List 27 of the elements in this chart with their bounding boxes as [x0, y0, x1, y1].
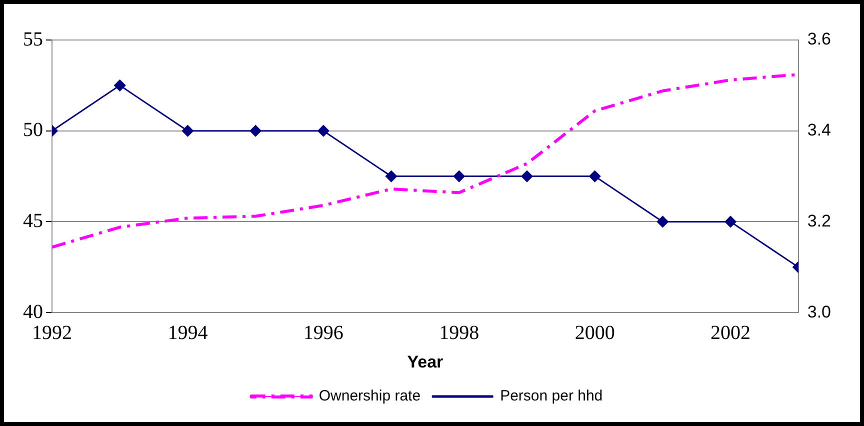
x-tick-label: 1994 — [168, 322, 208, 344]
point — [318, 125, 330, 137]
legend-label: Ownership rate — [318, 388, 421, 405]
point — [453, 170, 465, 182]
x-tick-label: 2002 — [710, 322, 751, 344]
point — [589, 170, 601, 182]
y-tick-label: 45 — [23, 210, 43, 232]
y2-tick-label: 3.2 — [807, 211, 832, 230]
y2-tick-label: 3.6 — [807, 30, 832, 49]
x-tick-label: 2000 — [574, 322, 615, 344]
legend-label: Person per hhd — [500, 388, 603, 405]
y-tick-label: 50 — [23, 119, 43, 142]
y-tick-label: 40 — [23, 300, 43, 323]
point — [724, 216, 736, 228]
point — [114, 80, 126, 92]
point — [656, 216, 668, 228]
y2-tick-label: 3.0 — [807, 302, 832, 322]
point — [386, 170, 398, 182]
x-axis-title: Year — [407, 352, 444, 372]
point — [182, 125, 194, 137]
x-tick-label: 1992 — [32, 322, 72, 344]
point — [521, 170, 533, 182]
x-tick-label: 1996 — [303, 322, 344, 344]
y-tick-label: 55 — [23, 28, 43, 50]
x-tick-label: 1998 — [439, 322, 480, 344]
y2-tick-label: 3.4 — [807, 120, 832, 140]
point — [250, 125, 262, 137]
